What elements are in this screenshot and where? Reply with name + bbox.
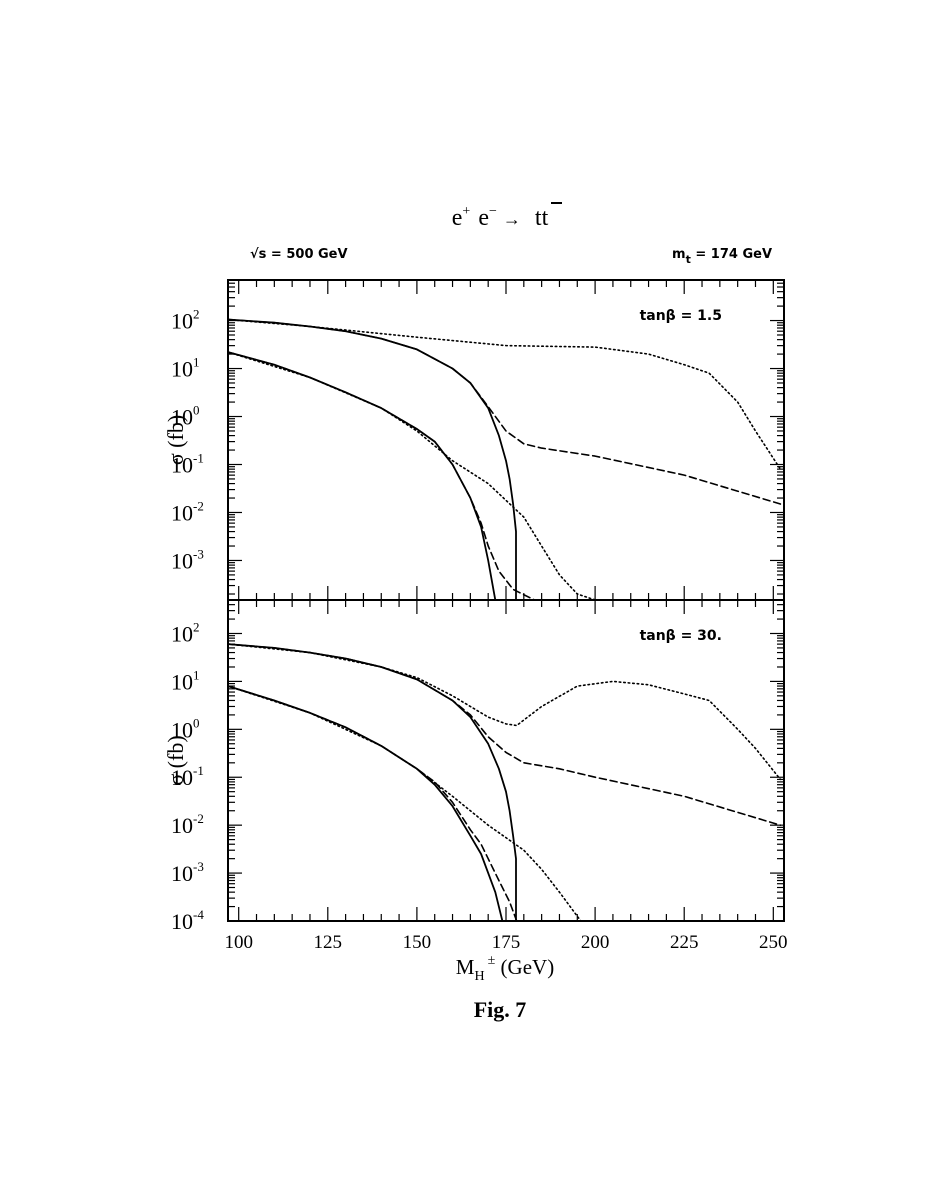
reaction-arrow: → [503, 209, 521, 229]
y-tick-label: 10-1 [171, 450, 204, 477]
reaction-e-charge: + [462, 204, 470, 219]
series-line-dotted [228, 643, 782, 781]
x-tick-label: 100 [224, 932, 253, 953]
series-line-dashed [228, 685, 518, 921]
reaction-e2-charge: − [489, 204, 497, 219]
y-tick-label-base: 10 [171, 548, 193, 573]
x-axis-label-m: M [456, 955, 475, 979]
y-tick-label: 101 [171, 355, 200, 382]
x-axis-label-sup: ± [488, 953, 496, 968]
y-tick-label-base: 10 [171, 669, 193, 694]
y-tick-label-exponent: 2 [193, 307, 200, 322]
y-tick-label-exponent: 1 [193, 667, 200, 682]
y-tick-label-exponent: 0 [193, 715, 200, 730]
reaction-t: t [535, 205, 542, 231]
tan-beta-annotation: tanβ = 1.5 [640, 308, 722, 324]
y-tick-label: 100 [171, 403, 200, 430]
reaction-e2: e [478, 205, 489, 231]
x-axis-label: MH ± (GeV) [456, 953, 554, 984]
y-tick-label-exponent: -4 [193, 907, 204, 922]
y-tick-label-exponent: -2 [193, 498, 204, 513]
y-tick-label-base: 10 [171, 765, 193, 790]
sqrt-s-label: √s = 500 GeV [250, 247, 348, 262]
series-line-dashed [228, 643, 782, 827]
x-tick-label: 250 [759, 932, 788, 953]
y-tick-label-exponent: -3 [193, 859, 204, 874]
y-tick-label: 100 [171, 715, 200, 742]
top-mass-value: = 174 GeV [691, 247, 772, 262]
tan-beta-annotation: tanβ = 30. [640, 628, 722, 644]
y-tick-label: 10-3 [171, 546, 204, 573]
series-group [228, 643, 782, 921]
y-tick-label-exponent: 2 [193, 619, 200, 634]
reaction-title: e+ e− → tt [452, 204, 549, 231]
y-tick-label-exponent: -1 [193, 450, 204, 465]
x-tick-label: 200 [581, 932, 610, 953]
y-tick-label-base: 10 [171, 405, 193, 430]
y-tick-label-base: 10 [171, 909, 193, 934]
figure-caption: Fig. 7 [474, 997, 527, 1022]
y-tick-label-base: 10 [171, 621, 193, 646]
y-tick-label: 10-4 [171, 907, 204, 934]
x-tick-label: 150 [403, 932, 432, 953]
y-tick-label-base: 10 [171, 309, 193, 334]
y-tick-label: 102 [171, 307, 200, 334]
y-tick-label-base: 10 [171, 717, 193, 742]
series-line-solid [228, 643, 517, 921]
x-tick-label: 225 [670, 932, 699, 953]
y-tick-label: 102 [171, 619, 200, 646]
series-line-solid [228, 685, 504, 921]
y-tick-label-base: 10 [171, 452, 193, 477]
y-tick-label: 10-3 [171, 859, 204, 886]
x-tick-label: 175 [492, 932, 521, 953]
reaction-tbar: t [542, 205, 549, 231]
series-line-solid [228, 351, 497, 600]
y-tick-label-base: 10 [171, 500, 193, 525]
y-tick-label-exponent: -2 [193, 811, 204, 826]
series-line-dotted [228, 685, 582, 921]
top-mass-label: mt = 174 GeV [672, 247, 772, 266]
plot-frame [227, 279, 785, 601]
y-tick-label: 10-2 [171, 498, 204, 525]
y-tick-label-exponent: 0 [193, 403, 200, 418]
plot-frame [227, 599, 785, 922]
y-tick-label-exponent: -3 [193, 546, 204, 561]
y-tick-label-base: 10 [171, 861, 193, 886]
y-tick-label: 101 [171, 667, 200, 694]
top-mass-m: m [672, 247, 686, 262]
series-group [228, 318, 782, 600]
x-tick-label: 125 [314, 932, 343, 953]
y-tick-label-base: 10 [171, 813, 193, 838]
x-axis-label-sub: H [474, 969, 484, 984]
y-axis-label: σ (fb) [163, 415, 188, 465]
series-line-solid [228, 318, 517, 600]
y-axis-label: σ (fb) [163, 735, 188, 785]
y-tick-label: 10-1 [171, 763, 204, 790]
y-tick-label-exponent: -1 [193, 763, 204, 778]
series-line-dotted [228, 351, 596, 600]
y-tick-label-base: 10 [171, 357, 193, 382]
x-tick-labels: 100 125 150 175 200 225 250 [224, 932, 787, 953]
series-line-dashed [228, 318, 782, 505]
x-axis-label-unit: (GeV) [495, 955, 554, 979]
series-line-dotted [228, 318, 782, 470]
y-tick-label-exponent: 1 [193, 355, 200, 370]
top-mass-sub: t [686, 253, 691, 266]
reaction-e: e [452, 205, 463, 231]
y-tick-label: 10-2 [171, 811, 204, 838]
